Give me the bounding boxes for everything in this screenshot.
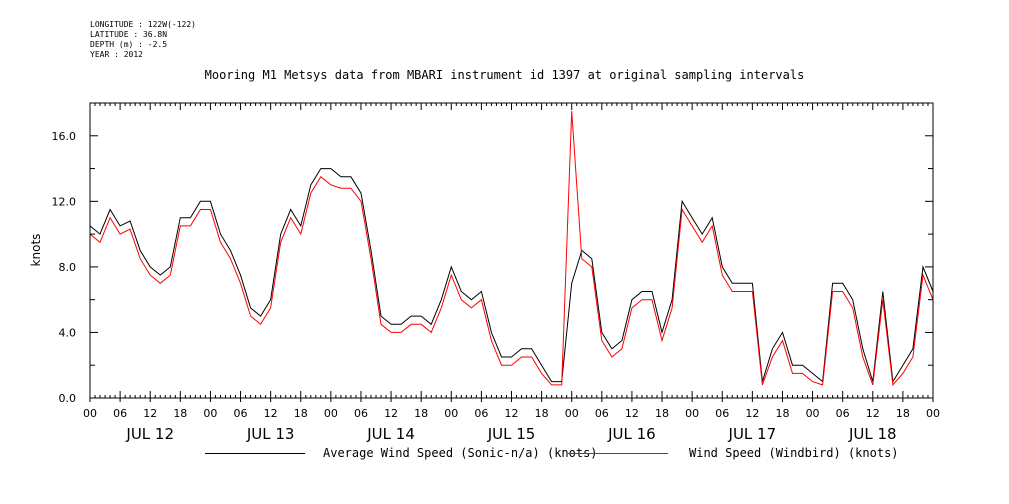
x-tick-label: 06	[234, 407, 248, 420]
series-line-average-wind-speed	[89, 168, 934, 384]
metadata-block: LONGITUDE : 122W(-122) LATITUDE : 36.8N …	[90, 20, 196, 60]
meta-latitude: LATITUDE : 36.8N	[90, 30, 168, 39]
x-tick-label: 00	[806, 407, 820, 420]
x-tick-label: 00	[83, 407, 97, 420]
y-tick-label: 16.0	[52, 130, 77, 143]
y-axis-label: knots	[29, 234, 43, 267]
y-tick-label: 12.0	[52, 195, 77, 208]
meta-year: YEAR : 2012	[90, 50, 143, 59]
series-line-windbird-wind-speed	[89, 111, 934, 387]
x-tick-label: 00	[324, 407, 338, 420]
x-day-label: JUL 13	[246, 425, 295, 443]
x-tick-label: 12	[866, 407, 880, 420]
x-tick-label: 18	[294, 407, 308, 420]
x-day-label: JUL 12	[125, 425, 174, 443]
x-tick-label: 18	[775, 407, 789, 420]
plot-frame	[89, 102, 934, 399]
chart-title: Mooring M1 Metsys data from MBARI instru…	[204, 68, 805, 82]
x-tick-label: 00	[203, 407, 217, 420]
meta-longitude: LONGITUDE : 122W(-122)	[90, 20, 196, 29]
x-tick-label: 06	[836, 407, 850, 420]
legend-line-windbird	[568, 453, 668, 454]
legend-label-average: Average Wind Speed (Sonic-n/a) (knots)	[323, 446, 598, 460]
y-tick-label: 0.0	[59, 392, 77, 405]
x-day-label: JUL 14	[366, 425, 415, 443]
meta-depth: DEPTH (m) : -2.5	[90, 40, 168, 49]
x-tick-label: 06	[715, 407, 729, 420]
legend-line-average	[205, 453, 305, 454]
x-tick-label: 06	[595, 407, 609, 420]
legend-label-windbird: Wind Speed (Windbird) (knots)	[689, 446, 899, 460]
x-tick-label: 18	[655, 407, 669, 420]
x-tick-label: 18	[173, 407, 187, 420]
x-day-label: JUL 16	[607, 425, 656, 443]
y-tick-label: 4.0	[59, 326, 77, 339]
x-tick-label: 12	[505, 407, 519, 420]
x-tick-label: 06	[474, 407, 488, 420]
y-tick-label: 8.0	[59, 261, 77, 274]
x-tick-label: 12	[745, 407, 759, 420]
x-tick-label: 12	[143, 407, 157, 420]
x-tick-label: 18	[896, 407, 910, 420]
x-day-label: JUL 15	[487, 425, 536, 443]
x-tick-label: 12	[625, 407, 639, 420]
x-tick-label: 00	[444, 407, 458, 420]
x-tick-label: 18	[414, 407, 428, 420]
x-tick-label: 06	[113, 407, 127, 420]
x-tick-label: 00	[685, 407, 699, 420]
x-tick-label: 00	[565, 407, 579, 420]
x-day-label: JUL 17	[728, 425, 777, 443]
x-tick-label: 06	[354, 407, 368, 420]
x-tick-label: 18	[535, 407, 549, 420]
x-day-label: JUL 18	[848, 425, 897, 443]
x-tick-label: 12	[384, 407, 398, 420]
x-tick-label: 00	[926, 407, 940, 420]
x-tick-label: 12	[264, 407, 278, 420]
